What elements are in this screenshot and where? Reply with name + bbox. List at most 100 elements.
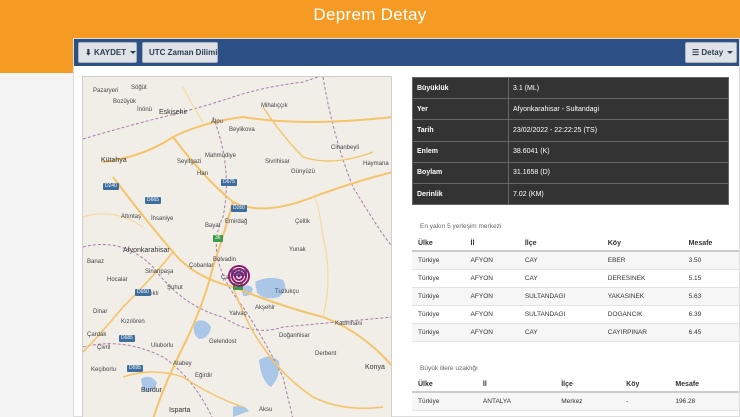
cell-district: SULTANDAGI	[518, 287, 602, 306]
map-label: Çardak	[87, 332, 107, 338]
list-icon: ☰	[692, 48, 700, 57]
map-label: Şuhut	[167, 285, 183, 291]
map-label: Han	[197, 171, 209, 177]
map-label: Yalvaç	[229, 311, 247, 317]
map-label: Atabey	[173, 361, 192, 367]
column-header: İlçe	[518, 237, 602, 252]
detail-value: 23/02/2022 - 22:22:25 (TS)	[508, 119, 729, 142]
cell-province: AFYON	[464, 251, 519, 270]
map-label: Cihanbeyli	[331, 145, 360, 151]
map-label: Emirdağ	[225, 219, 248, 225]
map-label: Gelendost	[209, 339, 237, 345]
map-label: Çobanlar	[189, 263, 214, 269]
epicenter-map[interactable]: Pazaryeri Söğüt Bozüyük İnönü Eskişehir …	[82, 76, 392, 417]
column-header: İl	[464, 237, 519, 252]
map-label: Kızılören	[121, 319, 145, 325]
detail-button-label: Detay	[701, 48, 724, 57]
chevron-down-icon	[727, 51, 734, 55]
detail-key: Tarih	[412, 119, 509, 142]
map-label: Isparta	[169, 407, 191, 414]
map-label: Haymana	[363, 161, 389, 167]
cell-province: AFYON	[464, 287, 519, 306]
column-header: Mesafe	[669, 378, 739, 393]
map-label: Bolvadin	[213, 257, 237, 263]
map-label: Çeltik	[295, 219, 311, 225]
panel-toolbar: ⬇ KAYDET UTC Zaman Dilimi ☰ Detay	[74, 39, 739, 66]
detail-row: Enlem 38.6041 (K)	[412, 140, 729, 163]
cell-village: EBER	[601, 251, 683, 270]
map-label: Akşehir	[255, 305, 276, 311]
cell-province: ANTALYA	[476, 392, 556, 411]
map-label: Yunak	[289, 247, 306, 253]
map-label: Çay	[221, 275, 232, 281]
epicenter-marker-icon[interactable]	[227, 264, 251, 288]
cell-district: CAY	[518, 251, 602, 270]
map-label: Dinar	[93, 309, 108, 315]
column-header: Mesafe	[682, 237, 739, 252]
road-sign: D650	[135, 289, 151, 296]
map-base	[83, 77, 391, 417]
utc-timezone-button[interactable]: UTC Zaman Dilimi	[142, 42, 218, 63]
cell-district: CAY	[518, 269, 602, 288]
map-label: Hocalar	[107, 277, 128, 283]
cell-distance: 6.39	[682, 305, 739, 324]
column-header: İl	[476, 378, 556, 393]
map-label: Aksu	[259, 407, 273, 413]
cell-village: DERESINEK	[601, 269, 683, 288]
map-label: Söğüt	[131, 85, 147, 91]
map-label: Eskişehir	[159, 109, 188, 116]
cell-country: Türkiye	[412, 305, 465, 324]
table-row: Türkiye AFYON SULTANDAGI YAKASINEK 5.63	[412, 287, 739, 306]
cell-country: Türkiye	[412, 251, 465, 270]
map-label: İnönü	[137, 107, 153, 113]
detail-value: 38.6041 (K)	[508, 140, 729, 163]
download-icon: ⬇	[85, 48, 92, 57]
cell-distance: 3.50	[682, 251, 739, 270]
table-row: Türkiye AFYON CAY EBER 3.50	[412, 251, 739, 270]
detail-key: Büyüklük	[412, 76, 509, 100]
cell-province: AFYON	[464, 305, 519, 324]
map-label: Burdur	[141, 387, 163, 394]
map-label: Altıntaş	[121, 214, 142, 220]
detail-row: Boylam 31.1658 (D)	[412, 161, 729, 184]
map-label: Uluborlu	[151, 343, 174, 349]
column-header: İlçe	[555, 378, 621, 393]
save-button[interactable]: ⬇ KAYDET	[78, 42, 137, 63]
road-sign: D260	[231, 205, 247, 212]
map-label: Pazaryeri	[93, 88, 119, 94]
cell-district: CAY	[518, 323, 602, 342]
map-label: Seyitgazi	[177, 159, 202, 165]
road-sign: D675	[221, 179, 237, 186]
detail-menu-button[interactable]: ☰ Detay	[685, 42, 737, 63]
cell-country: Türkiye	[412, 392, 477, 411]
map-label: Doğanhisar	[279, 333, 310, 339]
detail-key: Derinlik	[412, 182, 509, 206]
map-label: Konya	[365, 364, 385, 371]
table-row: Türkiye AFYON CAY CAYIRPINAR 6.45	[412, 323, 739, 342]
chevron-down-icon	[130, 51, 137, 55]
detail-value: Afyonkarahisar - Sultandagi	[508, 98, 729, 121]
cell-province: AFYON	[464, 269, 519, 288]
cell-village: YAKASINEK	[601, 287, 683, 306]
map-label: Mihalıççık	[261, 103, 288, 109]
road-sign: D685	[119, 335, 135, 342]
cell-district: Merkez	[555, 392, 621, 411]
column-header: Ülke	[412, 378, 477, 393]
detail-key: Enlem	[412, 140, 509, 163]
map-label: Kadınhanı	[335, 321, 363, 327]
map-label: Banaz	[87, 259, 105, 265]
nearby-section-title: En yakın 5 yerleşim merkezi	[420, 223, 502, 230]
map-label: Alpu	[211, 119, 224, 125]
column-header: Köy	[620, 378, 670, 393]
cell-country: Türkiye	[412, 287, 465, 306]
detail-panel: ⬇ KAYDET UTC Zaman Dilimi ☰ Detay	[73, 38, 740, 417]
road-sign: 36	[213, 235, 223, 242]
map-label: İhsaniye	[151, 216, 174, 222]
detail-row: Derinlik 7.02 (KM)	[412, 182, 729, 206]
map-label: Bozüyük	[113, 99, 137, 105]
table-row: Türkiye AFYON SULTANDAGI DOGANCIK 6.39	[412, 305, 739, 324]
cell-village: -	[620, 392, 670, 411]
detail-key: Boylam	[412, 161, 509, 184]
map-label: Çivril	[97, 345, 111, 351]
map-label: Günyüzü	[291, 169, 316, 175]
